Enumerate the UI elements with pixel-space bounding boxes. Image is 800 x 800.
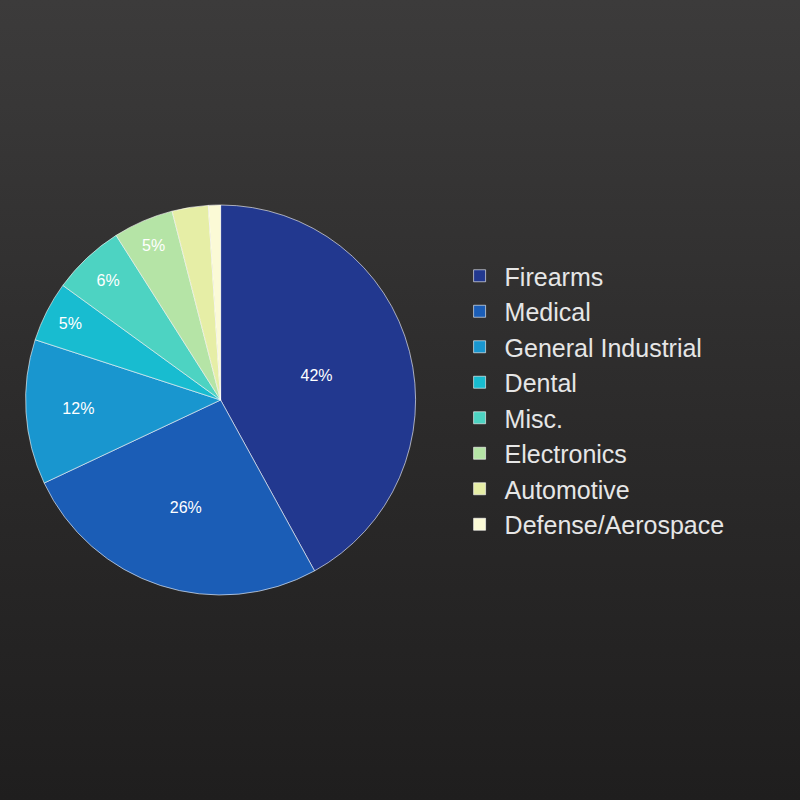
- svg-text:Misc.: Misc.: [505, 405, 563, 433]
- svg-text:Dental: Dental: [505, 369, 577, 397]
- svg-text:42%: 42%: [301, 367, 333, 384]
- svg-text:6%: 6%: [97, 272, 120, 289]
- svg-text:General Industrial: General Industrial: [505, 334, 702, 362]
- svg-text:Medical: Medical: [505, 298, 591, 326]
- svg-text:5%: 5%: [142, 237, 165, 254]
- svg-text:Defense/Aerospace: Defense/Aerospace: [505, 511, 725, 539]
- svg-text:26%: 26%: [170, 499, 202, 516]
- svg-text:Electronics: Electronics: [505, 440, 627, 468]
- svg-text:5%: 5%: [59, 315, 82, 332]
- svg-text:Firearms: Firearms: [505, 263, 604, 291]
- svg-text:Automotive: Automotive: [505, 476, 630, 504]
- svg-text:12%: 12%: [62, 400, 94, 417]
